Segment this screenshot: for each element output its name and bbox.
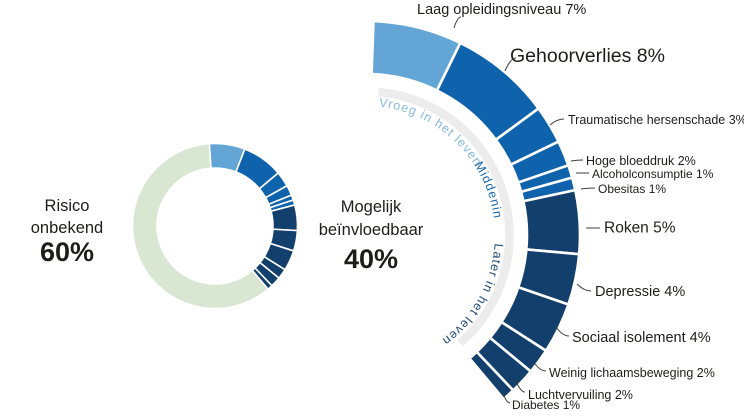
leader-line-traumatische-hersenschade xyxy=(549,118,565,126)
factor-label-laag-opleidingsniveau: Laag opleidingsniveau 7% xyxy=(417,2,586,18)
leader-line-sociaal-isolement xyxy=(555,326,570,337)
leader-line-gehoorverlies xyxy=(504,57,517,72)
leader-line-weinig-lichaamsbeweging xyxy=(534,363,547,372)
arc-segment-diabetes xyxy=(468,350,515,401)
risk-unknown-name: onbekend xyxy=(31,219,104,237)
donut-slice-risico-onbekend xyxy=(131,142,270,310)
factor-label-hoge-bloeddruk: Hoge bloeddruk 2% xyxy=(586,154,696,168)
life-stage-guide-band xyxy=(378,87,514,347)
risk-modifiable-name: beïnvloedbaar xyxy=(319,221,424,239)
leader-line-hoge-bloeddruk xyxy=(570,159,584,162)
risk-unknown-value: 60% xyxy=(40,237,94,267)
leader-line-obesitas xyxy=(580,187,596,190)
factor-label-traumatische-hersenschade: Traumatische hersenschade 3% xyxy=(568,113,744,127)
factor-label-obesitas: Obesitas 1% xyxy=(598,182,666,196)
factor-label-luchtvervuiling: Luchtvervuiling 2% xyxy=(528,388,633,402)
leader-line-laag-opleidingsniveau xyxy=(453,16,462,29)
leader-line-luchtvervuiling xyxy=(515,380,526,393)
factor-label-depressie: Depressie 4% xyxy=(595,284,685,300)
factor-label-diabetes: Diabetes 1% xyxy=(512,398,580,412)
factor-label-sociaal-isolement: Sociaal isolement 4% xyxy=(572,330,711,346)
risk-modifiable-value: 40% xyxy=(344,244,398,274)
factor-label-gehoorverlies: Gehoorverlies 8% xyxy=(510,45,665,67)
leader-line-diabetes xyxy=(502,392,511,404)
risk-modifiable-name: Mogelijk xyxy=(341,198,402,216)
risk-unknown-name: Risico xyxy=(45,197,90,215)
factor-label-roken: Roken 5% xyxy=(604,220,676,237)
arc-segment-roken xyxy=(522,188,582,256)
factor-label-weinig-lichaamsbeweging: Weinig lichaamsbeweging 2% xyxy=(549,366,715,380)
factor-label-alcoholconsumptie: Alcoholconsumptie 1% xyxy=(592,167,714,181)
leader-line-depressie xyxy=(576,283,592,292)
